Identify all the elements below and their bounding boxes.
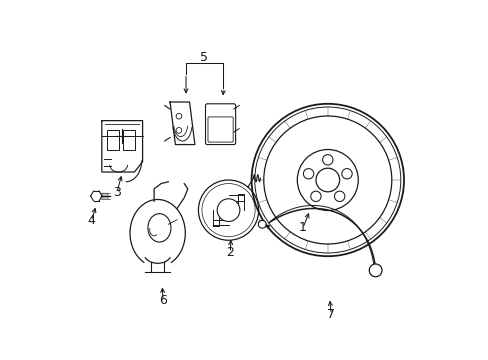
Circle shape — [176, 113, 182, 119]
Bar — [123, 130, 135, 150]
Circle shape — [310, 191, 321, 202]
Text: 6: 6 — [159, 294, 166, 307]
Circle shape — [176, 127, 182, 133]
Bar — [107, 130, 119, 150]
Circle shape — [217, 199, 240, 221]
Circle shape — [368, 264, 381, 277]
Text: 1: 1 — [299, 221, 306, 234]
Ellipse shape — [147, 214, 171, 242]
Circle shape — [315, 168, 339, 192]
Text: 3: 3 — [113, 186, 121, 199]
Text: 7: 7 — [326, 308, 335, 321]
Circle shape — [334, 191, 344, 202]
Circle shape — [258, 220, 265, 228]
Circle shape — [303, 168, 313, 179]
Circle shape — [322, 155, 332, 165]
Text: 5: 5 — [199, 51, 207, 64]
Text: 4: 4 — [87, 214, 95, 227]
Circle shape — [341, 168, 351, 179]
Text: 2: 2 — [226, 246, 234, 259]
